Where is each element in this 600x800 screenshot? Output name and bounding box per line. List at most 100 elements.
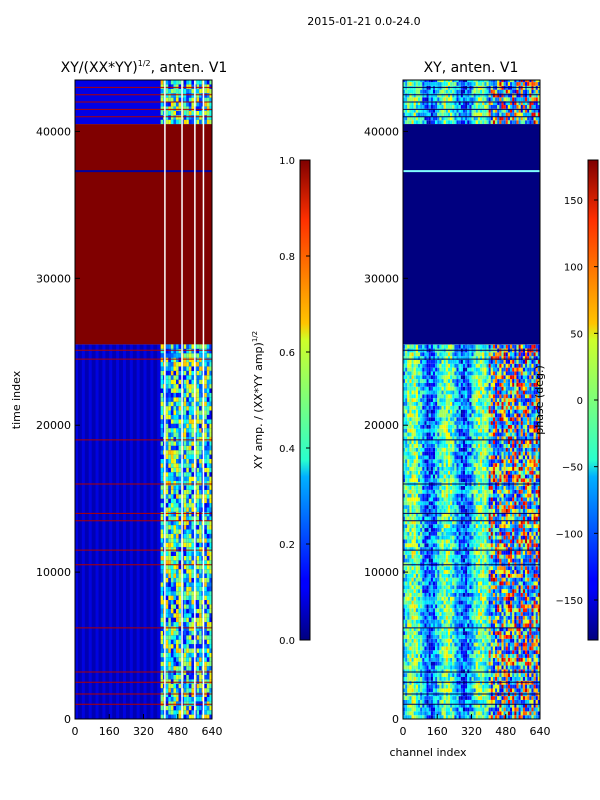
phase-cell (432, 535, 436, 540)
amplitude-cell (204, 397, 207, 402)
phase-cell (441, 428, 444, 433)
phase-cell (443, 451, 446, 456)
amplitude-cell (170, 696, 174, 702)
phase-cell (450, 459, 453, 464)
phase-cell (415, 463, 418, 467)
phase-cell (415, 486, 418, 490)
amplitude-cell (199, 344, 202, 349)
amplitude-cell (186, 547, 189, 552)
amplitude-cell (170, 635, 174, 640)
phase-cell (465, 535, 468, 540)
amplitude-cell (199, 573, 202, 578)
phase-cell (456, 424, 459, 429)
phase-cell (415, 573, 418, 578)
phase-cell (450, 466, 453, 471)
phase-cell (456, 417, 459, 422)
amplitude-cell (204, 84, 207, 89)
amplitude-cell (206, 674, 210, 680)
amplitude-cell (191, 507, 195, 512)
amplitude-cell (178, 370, 182, 376)
phase-cell (458, 367, 461, 372)
amplitude-cell (199, 688, 202, 693)
phase-cell (452, 550, 455, 555)
amplitude-cell (168, 542, 171, 548)
amplitude-cell (173, 688, 177, 693)
phase-cell (465, 401, 468, 406)
amplitude-cell (209, 692, 212, 697)
phase-cell (435, 379, 438, 383)
phase-cell (420, 474, 423, 479)
amplitude-cell (191, 710, 195, 715)
phase-cell (415, 440, 418, 445)
amplitude-cell (191, 106, 195, 111)
amplitude-cell (191, 476, 195, 482)
phase-cell (413, 531, 416, 536)
phase-cell (415, 516, 418, 521)
amplitude-cell (191, 591, 195, 596)
amplitude-cell (199, 441, 202, 446)
phase-cell (420, 497, 423, 502)
phase-cell (452, 447, 455, 452)
phase-cell (439, 444, 442, 448)
phase-cell (435, 463, 438, 467)
amplitude-cell (173, 516, 177, 521)
phase-cell (403, 478, 406, 483)
amplitude-cell (160, 445, 164, 451)
phase-cell (417, 451, 421, 456)
phase-cell (435, 535, 438, 540)
phase-cell (424, 398, 427, 402)
phase-cell (439, 390, 442, 395)
phase-cell (443, 520, 446, 525)
phase-cell (426, 432, 429, 437)
amplitude-cell (186, 705, 189, 711)
amplitude-cell (170, 88, 174, 94)
phase-cell (420, 550, 423, 555)
phase-cell (413, 550, 416, 555)
amplitude-cell (209, 674, 212, 680)
amplitude-cell (173, 696, 177, 702)
phase-cell (462, 627, 466, 632)
phase-cell (432, 554, 436, 559)
amplitude-cell (168, 577, 171, 583)
amplitude-cell (183, 600, 187, 605)
amplitude-cell (183, 494, 187, 499)
amplitude-cell (173, 652, 177, 658)
amplitude-cell (176, 397, 179, 402)
amplitude-cell (178, 366, 182, 371)
phase-cell (411, 524, 414, 529)
phase-cell (413, 470, 416, 475)
phase-cell (450, 432, 453, 437)
phase-cell (405, 356, 408, 360)
amplitude-cell (209, 635, 212, 640)
amplitude-cell (165, 692, 169, 697)
phase-cell (411, 417, 414, 422)
amplitude-cell (173, 644, 177, 649)
amplitude-cell (168, 106, 171, 111)
amplitude-cell (170, 489, 174, 495)
amplitude-cell (204, 569, 207, 574)
phase-cell (411, 531, 414, 536)
phase-cell (443, 486, 446, 490)
amplitude-cell (186, 670, 189, 675)
amplitude-cell (176, 454, 179, 459)
phase-cell (456, 413, 459, 418)
amplitude-cell (165, 88, 169, 94)
phase-cell (409, 375, 412, 380)
amplitude-cell (186, 375, 189, 380)
amplitude-cell (199, 617, 202, 623)
amplitude-cell (209, 701, 212, 706)
amplitude-cell (176, 696, 179, 702)
phase-cell (441, 413, 444, 418)
phase-cell (407, 516, 410, 521)
amplitude-cell (206, 577, 210, 583)
amplitude-cell (170, 423, 174, 429)
amplitude-cell (206, 481, 210, 486)
amplitude-cell (209, 507, 212, 512)
phase-cell (426, 528, 429, 532)
phase-cell (428, 665, 431, 670)
phase-cell (435, 352, 438, 357)
phase-cell (443, 474, 446, 479)
phase-cell (462, 470, 466, 475)
phase-cell (452, 596, 455, 601)
phase-cell (445, 604, 448, 609)
